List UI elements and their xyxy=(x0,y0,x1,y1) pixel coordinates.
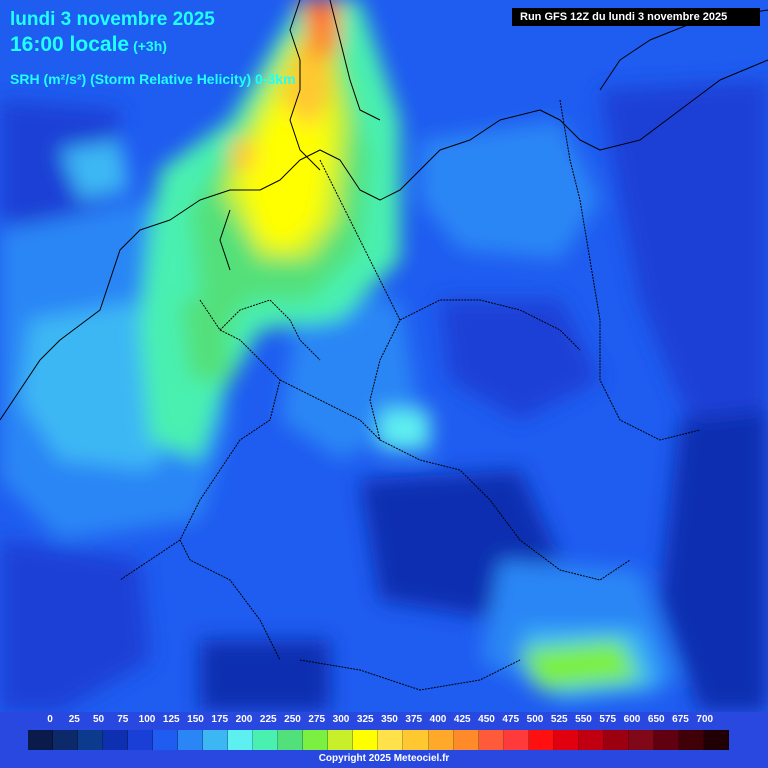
legend-label: 275 xyxy=(308,714,326,725)
legend-label: 475 xyxy=(502,714,520,725)
legend-label: 650 xyxy=(647,714,665,725)
legend-swatch xyxy=(78,730,104,750)
legend-swatch xyxy=(478,730,504,750)
legend-swatch xyxy=(253,730,279,750)
legend-swatch xyxy=(328,730,354,750)
legend-swatches xyxy=(28,730,729,750)
legend-swatch xyxy=(403,730,429,750)
color-legend: 0 25 50 75 100 125 150 175 200 225 250 275 300 325 350… xyxy=(0,712,768,768)
legend-label: 700 xyxy=(696,714,714,725)
legend-swatch xyxy=(103,730,129,750)
legend-label: 300 xyxy=(332,714,350,725)
legend-label: 0 xyxy=(47,714,53,725)
legend-label: 575 xyxy=(599,714,617,725)
legend-label: 500 xyxy=(526,714,544,725)
legend-swatch xyxy=(503,730,529,750)
legend-swatch xyxy=(378,730,404,750)
legend-swatch xyxy=(428,730,454,750)
legend-label: 100 xyxy=(138,714,156,725)
legend-swatch xyxy=(228,730,254,750)
legend-label: 425 xyxy=(453,714,471,725)
legend-swatch xyxy=(603,730,629,750)
legend-swatch xyxy=(353,730,379,750)
legend-swatch xyxy=(553,730,579,750)
legend-swatch xyxy=(153,730,179,750)
legend-swatch xyxy=(653,730,679,750)
legend-label: 50 xyxy=(92,714,105,725)
legend-swatch xyxy=(453,730,479,750)
legend-label: 675 xyxy=(672,714,689,725)
legend-swatch xyxy=(528,730,554,750)
legend-swatch xyxy=(303,730,329,750)
legend-swatch xyxy=(28,730,54,750)
forecast-date: lundi 3 novembre 2025 xyxy=(10,9,215,30)
field-label: SRH (m²/s²) (Storm Relative Helicity) 0-… xyxy=(10,71,296,87)
legend-swatch xyxy=(578,730,604,750)
helicity-field xyxy=(0,0,768,712)
forecast-time: 16:00 locale (+3h) xyxy=(10,33,167,57)
legend-label: 150 xyxy=(187,714,204,725)
legend-label: 350 xyxy=(381,714,398,725)
legend-label: 450 xyxy=(478,714,495,725)
legend-label: 325 xyxy=(356,714,374,725)
legend-label: 375 xyxy=(405,714,423,725)
run-label: Run GFS 12Z du lundi 3 novembre 2025 xyxy=(512,8,760,26)
legend-swatch xyxy=(703,730,729,750)
legend-label: 600 xyxy=(623,714,641,725)
legend-label: 25 xyxy=(68,714,80,725)
legend-label: 225 xyxy=(259,714,277,725)
legend-label: 400 xyxy=(429,714,447,725)
legend-label: 550 xyxy=(575,714,592,725)
legend-label: 200 xyxy=(235,714,253,725)
country-borders xyxy=(119,99,701,691)
legend-swatch xyxy=(678,730,704,750)
legend-labels: 0 25 50 75 100 125 150 175 200 225 250 275 300 325 350… xyxy=(0,714,768,728)
legend-label: 525 xyxy=(550,714,568,725)
legend-label: 175 xyxy=(211,714,229,725)
legend-swatch xyxy=(278,730,304,750)
srh-map xyxy=(0,0,768,712)
forecast-offset: (+3h) xyxy=(133,38,167,54)
legend-label: 125 xyxy=(162,714,180,725)
legend-swatch xyxy=(178,730,204,750)
legend-label: 250 xyxy=(284,714,301,725)
legend-swatch xyxy=(53,730,79,750)
legend-swatch xyxy=(203,730,229,750)
copyright: Copyright 2025 Meteociel.fr xyxy=(318,753,450,764)
legend-swatch xyxy=(628,730,654,750)
legend-label: 75 xyxy=(117,714,129,725)
legend-swatch xyxy=(128,730,154,750)
forecast-time-label: 16:00 locale xyxy=(10,33,130,56)
